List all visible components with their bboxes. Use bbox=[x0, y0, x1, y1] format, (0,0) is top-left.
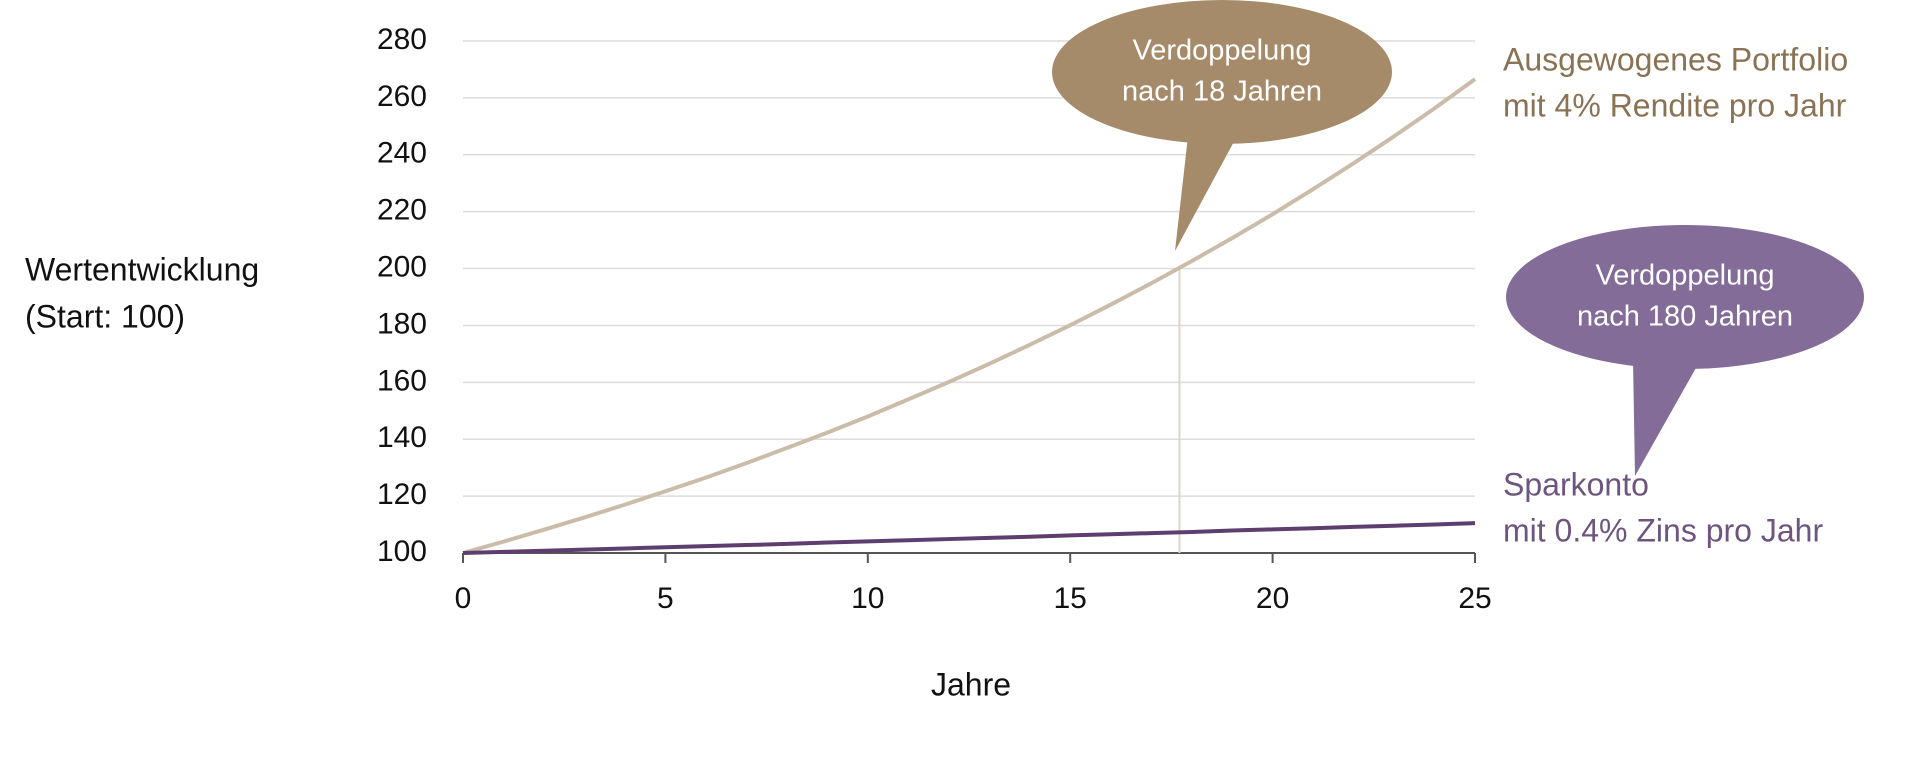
callout bbox=[1506, 225, 1864, 369]
series-label: mit 4% Rendite pro Jahr bbox=[1503, 87, 1847, 123]
series-line bbox=[462, 521, 1476, 555]
y-axis-label: Wertentwicklung bbox=[25, 251, 259, 287]
x-tick-label: 15 bbox=[1054, 582, 1087, 615]
series-label: Sparkonto bbox=[1503, 466, 1649, 502]
x-tick-label: 25 bbox=[1458, 582, 1491, 615]
series-line bbox=[462, 77, 1477, 555]
callout-text: Verdoppelung bbox=[1133, 35, 1312, 67]
series-label: mit 0.4% Zins pro Jahr bbox=[1503, 512, 1823, 548]
x-tick-label: 20 bbox=[1256, 582, 1289, 615]
y-tick-label: 240 bbox=[377, 137, 427, 170]
y-tick-label: 100 bbox=[377, 535, 427, 568]
y-tick-label: 140 bbox=[377, 421, 427, 454]
callout-text: Verdoppelung bbox=[1596, 260, 1775, 292]
callout-text: nach 18 Jahren bbox=[1122, 76, 1322, 108]
y-tick-label: 200 bbox=[377, 250, 427, 283]
x-tick-label: 10 bbox=[851, 582, 884, 615]
callout bbox=[1052, 0, 1392, 144]
y-tick-label: 120 bbox=[377, 478, 427, 511]
x-tick-label: 0 bbox=[455, 582, 472, 615]
callout-text: nach 180 Jahren bbox=[1577, 301, 1793, 333]
y-tick-label: 280 bbox=[377, 23, 427, 56]
y-tick-label: 220 bbox=[377, 194, 427, 227]
y-tick-label: 260 bbox=[377, 80, 427, 113]
callout-tail bbox=[1633, 359, 1701, 476]
y-tick-label: 160 bbox=[377, 364, 427, 397]
y-axis-label: (Start: 100) bbox=[25, 298, 185, 334]
x-axis-label: Jahre bbox=[931, 666, 1011, 702]
series-label: Ausgewogenes Portfolio bbox=[1503, 41, 1848, 77]
callout-tail bbox=[1175, 136, 1237, 251]
y-tick-label: 180 bbox=[377, 307, 427, 340]
x-tick-label: 5 bbox=[657, 582, 674, 615]
